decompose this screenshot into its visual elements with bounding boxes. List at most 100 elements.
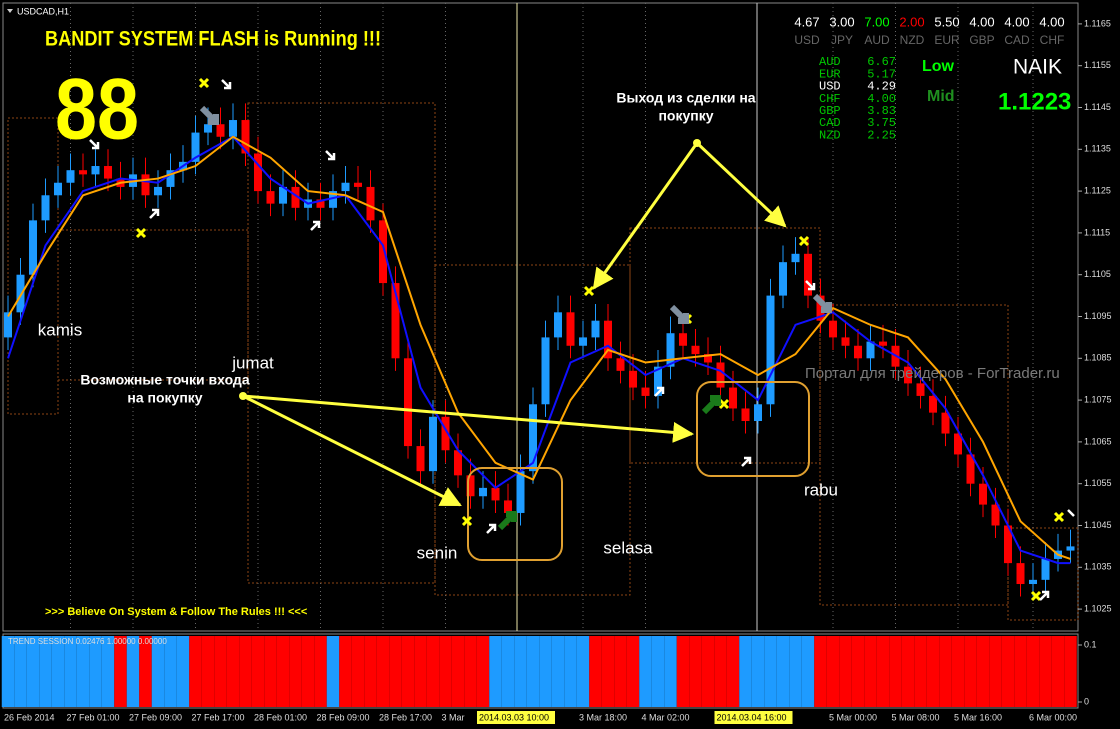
moving-average <box>7 135 1071 560</box>
cross <box>461 515 473 527</box>
moving-average <box>7 135 1071 565</box>
candle-body <box>1004 525 1012 564</box>
y-tick-label: 1.1115 <box>1084 227 1110 237</box>
trend-bar <box>539 636 552 707</box>
arrow-up <box>1039 590 1050 601</box>
ranking-currency: CAD <box>819 116 841 130</box>
trend-bar <box>976 636 990 707</box>
y-tick-label: 1.1145 <box>1084 102 1111 112</box>
arrow-up-green <box>701 395 721 415</box>
strength-currency: GBP <box>969 33 994 47</box>
trend-bar <box>764 636 777 707</box>
arrow-down <box>89 139 100 150</box>
x-tick-label: 3 Mar 18:00 <box>579 712 627 722</box>
candle-body <box>91 166 100 175</box>
y-tick-label: 1.1085 <box>1084 353 1112 363</box>
candle-body <box>341 182 350 192</box>
strength-value: 4.67 <box>794 14 819 29</box>
trend-bar <box>776 636 790 707</box>
strength-value: 4.00 <box>1039 14 1064 29</box>
trend-bar <box>939 636 952 707</box>
day-label: jumat <box>231 353 274 372</box>
system-title: BANDIT SYSTEM FLASH is Running !!! <box>45 28 381 51</box>
candle-body <box>779 262 787 296</box>
candle-body <box>404 358 412 447</box>
arrow-up <box>741 456 752 467</box>
exit-note: покупку <box>658 108 713 124</box>
strength-value: 7.00 <box>864 14 889 29</box>
indicator-label: TREND SESSION 0.02476 1.00000 0.00000 <box>8 637 167 646</box>
y-tick-label: 1.1155 <box>1084 60 1111 70</box>
y-tick-label: 1.1135 <box>1084 144 1111 154</box>
day-label: senin <box>417 543 458 562</box>
trend-bar <box>376 636 390 707</box>
arrow-down <box>1067 509 1075 517</box>
arrow-down-gray <box>669 304 689 324</box>
candle-body <box>54 182 62 196</box>
candle-body <box>191 132 200 162</box>
candle-body <box>941 412 950 434</box>
day-label: kamis <box>38 320 82 339</box>
strength-value: 5.50 <box>934 14 959 29</box>
candle-body <box>266 191 275 204</box>
trend-bar <box>726 636 740 707</box>
window-menu-icon[interactable] <box>7 9 13 13</box>
candle-body <box>479 487 487 497</box>
footer: >>> Believe On System & Follow The Rules… <box>45 606 307 618</box>
plot <box>4 3 1075 630</box>
trend-bar <box>1051 636 1065 707</box>
candle-body <box>841 337 850 346</box>
candle-body <box>754 404 762 421</box>
trend-bar <box>801 636 815 707</box>
candle-body <box>16 274 25 313</box>
candle-body <box>916 383 925 396</box>
ranking-currency: USD <box>819 80 841 94</box>
trend-bar <box>626 636 640 707</box>
candle-body <box>866 341 875 359</box>
trend-bar <box>451 636 465 707</box>
cursor-time-label: 2014.03.03 10:00 <box>479 712 549 722</box>
candle-body <box>379 220 387 284</box>
entry-note: на покупку <box>127 390 202 406</box>
trend-bar <box>851 636 865 707</box>
watermark: Портал для трейдеров - ForTrader.ru <box>805 365 1060 382</box>
trend-bar <box>339 636 352 707</box>
candle-body <box>829 320 837 338</box>
trend-bar <box>1014 636 1027 707</box>
candle-body <box>591 320 600 338</box>
candle-body <box>704 354 712 363</box>
trend-bar <box>964 636 977 707</box>
trend-bar <box>951 636 965 707</box>
signal: NAIK <box>1013 56 1062 79</box>
trend-bar <box>139 636 152 707</box>
trend-bar <box>839 636 852 707</box>
trend-bar <box>239 636 252 707</box>
trend-bar <box>414 636 427 707</box>
current-price: 1.1223 <box>998 88 1071 115</box>
y-tick-label: 1.1095 <box>1084 311 1112 321</box>
candle-body <box>41 195 50 221</box>
trend-bar <box>814 636 827 707</box>
strength-currency: JPY <box>831 33 853 47</box>
cursor-time-bg <box>477 711 555 724</box>
trend-bar <box>689 636 702 707</box>
arrow-origin <box>693 139 701 147</box>
x-tick-label: 28 Feb 09:00 <box>317 712 370 722</box>
x-tick-label: 6 Mar 00:00 <box>1029 712 1077 722</box>
x-tick-label: 5 Mar 00:00 <box>829 712 877 722</box>
candle-body <box>579 337 587 346</box>
candle-body <box>729 387 737 409</box>
candle-body <box>791 253 800 263</box>
candle-body <box>954 433 962 455</box>
x-tick-label: 5 Mar 08:00 <box>892 712 940 722</box>
arrow-up <box>654 386 665 397</box>
candle-body <box>766 295 775 405</box>
candle-body <box>804 253 812 296</box>
cross <box>198 77 210 89</box>
candle-body <box>204 124 212 133</box>
trend-bar <box>51 636 65 707</box>
level-mid: Mid <box>927 88 955 105</box>
trend-bar <box>564 636 577 707</box>
trend-bar <box>264 636 277 707</box>
